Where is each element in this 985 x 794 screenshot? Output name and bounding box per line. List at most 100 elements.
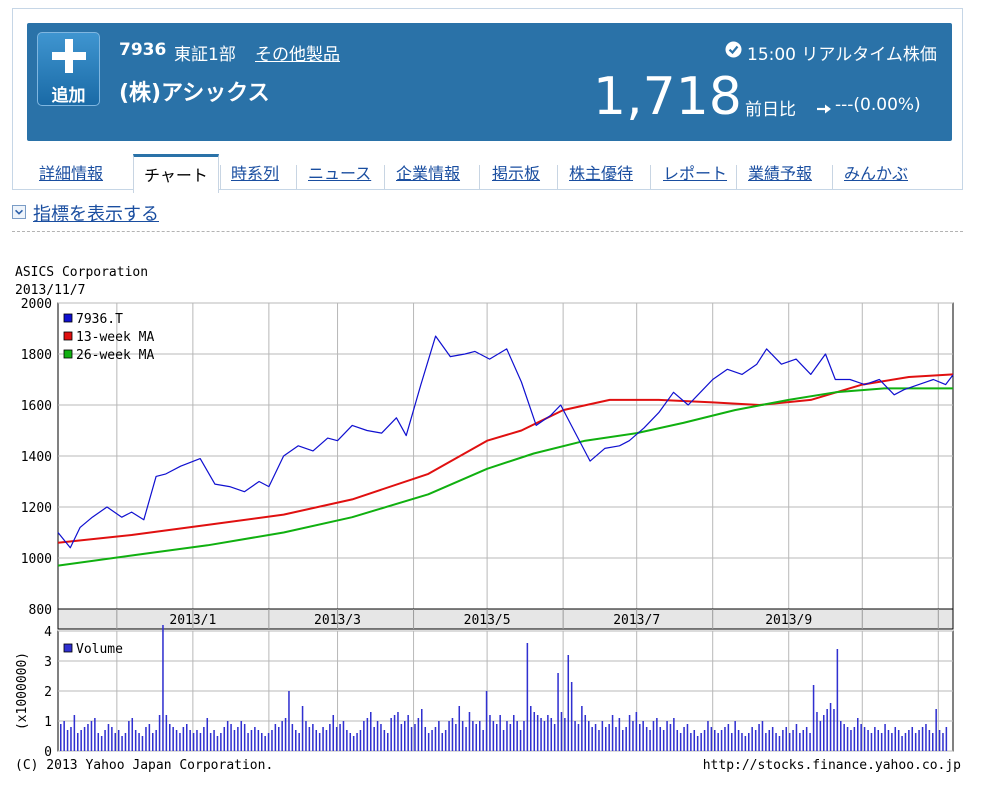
y-tick-label: 1600: [21, 399, 52, 414]
volume-bar: [196, 730, 198, 751]
volume-bar: [220, 733, 222, 751]
volume-bar: [897, 730, 900, 751]
volume-bar: [877, 730, 880, 751]
volume-bar: [97, 733, 100, 751]
volume-bar: [615, 727, 617, 751]
volume-bar: [312, 724, 314, 751]
volume-bar: [860, 724, 862, 751]
tab-message-board[interactable]: 掲示板: [492, 164, 541, 183]
volume-bar: [932, 733, 934, 751]
volume-bar: [373, 727, 375, 751]
volume-bar: [267, 733, 270, 751]
x-tick-label: 2013/7: [613, 613, 660, 628]
volume-bar: [295, 730, 297, 751]
volume-bar: [281, 721, 283, 751]
volume-bar: [461, 721, 464, 751]
category-link[interactable]: その他製品: [255, 45, 340, 65]
volume-bar: [468, 712, 471, 751]
volume-bar: [857, 718, 859, 751]
volume-bar: [724, 727, 726, 751]
volume-bar: [134, 730, 137, 751]
volume-bar: [346, 730, 348, 751]
volume-bar: [778, 736, 781, 751]
legend-swatch: [63, 313, 73, 323]
volume-bar: [80, 730, 82, 751]
tab-report[interactable]: レポート: [663, 164, 728, 183]
tab-timeseries[interactable]: 時系列: [231, 164, 280, 183]
volume-bar: [359, 730, 362, 751]
volume-bar: [618, 718, 621, 751]
tab-separator: [384, 165, 385, 189]
volume-bar: [942, 733, 944, 751]
volume-bar: [662, 730, 665, 751]
volume-bar: [301, 706, 304, 751]
volume-legend-label: Volume: [76, 642, 123, 657]
volume-bar: [390, 718, 392, 751]
volume-bar: [901, 736, 903, 751]
tab-separator: [832, 165, 833, 189]
volume-bar: [908, 730, 910, 751]
volume-bar: [836, 649, 839, 751]
volume-bar: [370, 712, 372, 751]
volume-bar: [567, 655, 570, 751]
volume-bar: [141, 736, 144, 751]
volume-bar: [891, 733, 893, 751]
volume-bar: [564, 718, 566, 751]
tab-separator: [220, 165, 221, 189]
volume-bar: [611, 715, 614, 751]
volume-bar: [632, 721, 634, 751]
volume-bar: [826, 709, 828, 751]
tab-news[interactable]: ニュース: [308, 164, 372, 183]
tab-shareholder-benefits[interactable]: 株主優待: [569, 164, 634, 183]
volume-bar: [342, 721, 345, 751]
volume-bar: [448, 721, 450, 751]
tab-details[interactable]: 詳細情報: [39, 164, 104, 183]
volume-bar: [291, 724, 294, 751]
volume-bar: [288, 691, 290, 751]
volume-bar: [843, 724, 845, 751]
volume-bar: [676, 730, 679, 751]
volume-bar: [669, 724, 672, 751]
volume-bar: [720, 730, 723, 751]
volume-bar: [622, 730, 624, 751]
volume-bar: [649, 730, 651, 751]
tab-company-info[interactable]: 企業情報: [396, 164, 461, 183]
dashed-divider: [12, 231, 963, 232]
add-button-label: 追加: [51, 86, 86, 106]
tab-chart[interactable]: チャート: [133, 154, 219, 193]
volume-bar: [414, 724, 416, 751]
volume-bar: [213, 730, 215, 751]
volume-bar: [523, 721, 525, 751]
volume-bar: [540, 718, 542, 751]
volume-bar: [581, 706, 583, 751]
volume-bar: [696, 736, 699, 751]
change-value: ---(0.00%): [835, 95, 921, 115]
tab-earnings-forecast[interactable]: 業績予報: [748, 164, 813, 183]
volume-bar: [928, 730, 931, 751]
volume-bar: [690, 733, 692, 751]
volume-bar: [216, 736, 219, 751]
volume-bar: [424, 727, 427, 751]
volume-y-tick-label: 3: [44, 655, 52, 670]
volume-bar: [761, 721, 764, 751]
volume-bar: [829, 703, 832, 751]
volume-bar: [506, 721, 508, 751]
chart-source-url: http://stocks.finance.yahoo.co.jp: [703, 758, 961, 773]
volume-bar: [639, 724, 641, 751]
volume-bar: [519, 730, 522, 751]
volume-bar: [199, 733, 202, 751]
volume-bar: [652, 721, 655, 751]
volume-bar: [209, 733, 212, 751]
add-to-portfolio-button[interactable]: 追加: [37, 32, 100, 106]
volume-bar: [305, 721, 307, 751]
volume-bar: [318, 733, 321, 751]
volume-bar: [591, 727, 593, 751]
volume-bar: [751, 727, 753, 751]
volume-bar: [107, 724, 110, 751]
volume-bar: [455, 724, 457, 751]
volume-bar: [775, 733, 777, 751]
volume-bar: [186, 724, 188, 751]
tab-minkabu[interactable]: みんかぶ: [844, 164, 909, 183]
volume-bar: [673, 718, 675, 751]
